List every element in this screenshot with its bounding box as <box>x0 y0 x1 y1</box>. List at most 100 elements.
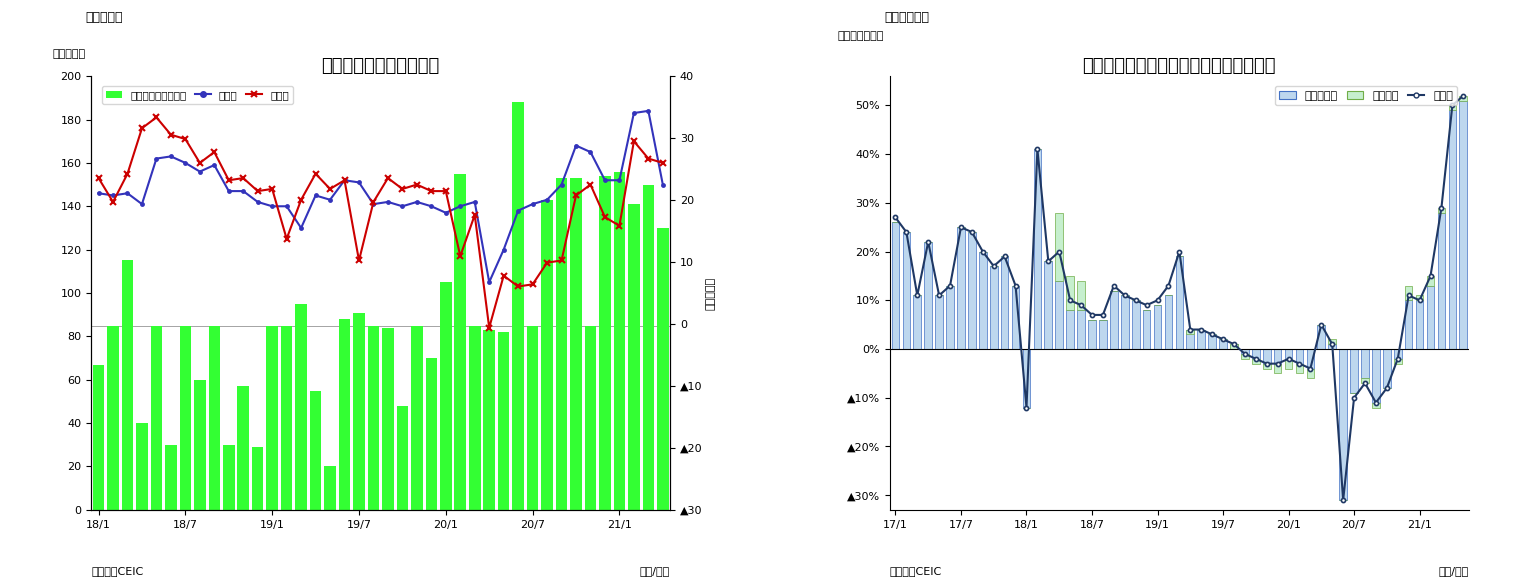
Text: （図表１０）: （図表１０） <box>884 11 930 24</box>
Bar <box>556 178 568 510</box>
Bar <box>1230 344 1237 349</box>
Bar <box>426 358 437 510</box>
Bar <box>979 251 986 349</box>
Y-axis label: （億ドル）: （億ドル） <box>705 277 715 309</box>
Bar <box>1154 305 1161 349</box>
Bar <box>253 447 263 510</box>
Bar <box>1055 281 1062 349</box>
Bar <box>584 326 597 510</box>
Bar <box>1044 261 1052 349</box>
Bar <box>1295 364 1303 373</box>
Bar <box>1078 310 1085 349</box>
Bar <box>1253 349 1260 359</box>
Bar <box>1460 101 1467 349</box>
Bar <box>382 328 394 510</box>
Bar <box>368 326 379 510</box>
Bar <box>1033 149 1041 349</box>
Bar <box>527 326 539 510</box>
Bar <box>1198 329 1205 349</box>
Bar <box>455 173 466 510</box>
Bar <box>310 390 321 510</box>
Bar <box>1318 325 1326 349</box>
Bar <box>1274 364 1282 373</box>
Bar <box>936 295 944 349</box>
Bar <box>600 176 610 510</box>
Bar <box>135 423 148 510</box>
Bar <box>1449 105 1457 110</box>
Bar <box>1023 349 1030 407</box>
Bar <box>1350 349 1358 393</box>
Bar <box>513 102 524 510</box>
Bar <box>989 266 997 349</box>
Bar <box>1240 349 1248 354</box>
Bar <box>892 222 900 349</box>
Bar <box>324 466 336 510</box>
Bar <box>1449 110 1457 349</box>
Bar <box>1405 286 1412 300</box>
Bar <box>957 227 965 349</box>
Bar <box>1274 349 1282 364</box>
Title: インドネシア　貿易収支: インドネシア 貿易収支 <box>321 57 440 74</box>
Bar <box>1187 329 1195 349</box>
Bar <box>107 326 119 510</box>
Bar <box>1394 349 1402 359</box>
Bar <box>224 445 234 510</box>
Bar <box>440 282 452 510</box>
Text: （年/月）: （年/月） <box>1438 566 1469 576</box>
Bar <box>411 326 423 510</box>
Bar <box>282 326 292 510</box>
Bar <box>924 242 931 349</box>
Bar <box>1285 359 1292 369</box>
Text: （図表９）: （図表９） <box>85 11 123 24</box>
Bar <box>1306 369 1313 379</box>
Bar <box>613 172 626 510</box>
Bar <box>968 232 976 349</box>
Text: （前年同月比）: （前年同月比） <box>837 32 884 42</box>
Bar <box>1426 276 1434 286</box>
Bar <box>1295 349 1303 364</box>
Bar <box>1253 359 1260 364</box>
Bar <box>1187 329 1195 335</box>
Bar <box>947 286 954 349</box>
Bar <box>1078 281 1085 310</box>
Bar <box>658 228 668 510</box>
Bar <box>180 326 192 510</box>
Bar <box>1067 310 1075 349</box>
Bar <box>1110 291 1117 349</box>
Bar <box>266 326 279 510</box>
Bar <box>93 364 105 510</box>
Bar <box>1361 349 1368 379</box>
Text: （資料）CEIC: （資料）CEIC <box>890 566 942 576</box>
Bar <box>1175 257 1183 349</box>
Bar <box>164 445 177 510</box>
Bar <box>1164 295 1172 349</box>
Bar <box>397 406 408 510</box>
Bar <box>1438 213 1446 349</box>
Bar <box>1329 339 1336 344</box>
Legend: 非石油ガス, 石油ガス, 輸出額: 非石油ガス, 石油ガス, 輸出額 <box>1274 86 1458 105</box>
Bar <box>1219 339 1227 349</box>
Bar <box>903 232 910 349</box>
Bar <box>629 204 639 510</box>
Text: （資料）CEIC: （資料）CEIC <box>91 566 143 576</box>
Bar <box>1001 257 1009 349</box>
Bar <box>1373 403 1380 407</box>
Bar <box>1120 295 1129 349</box>
Bar <box>542 200 552 510</box>
Bar <box>484 330 495 510</box>
Text: （億ドル）: （億ドル） <box>52 49 85 59</box>
Bar <box>1438 207 1446 213</box>
Bar <box>1240 354 1248 359</box>
Legend: 貿易収支（右目盛）, 輸出額, 輸入額: 貿易収支（右目盛）, 輸出額, 輸入額 <box>102 86 292 104</box>
Bar <box>498 332 510 510</box>
Bar <box>1230 344 1237 349</box>
Bar <box>1306 349 1313 369</box>
Bar <box>151 326 163 510</box>
Bar <box>1088 320 1096 349</box>
Bar <box>1383 349 1391 388</box>
Bar <box>1067 276 1075 310</box>
Bar <box>1132 300 1140 349</box>
Bar <box>1055 213 1062 281</box>
Bar <box>642 185 654 510</box>
Bar <box>1285 349 1292 359</box>
